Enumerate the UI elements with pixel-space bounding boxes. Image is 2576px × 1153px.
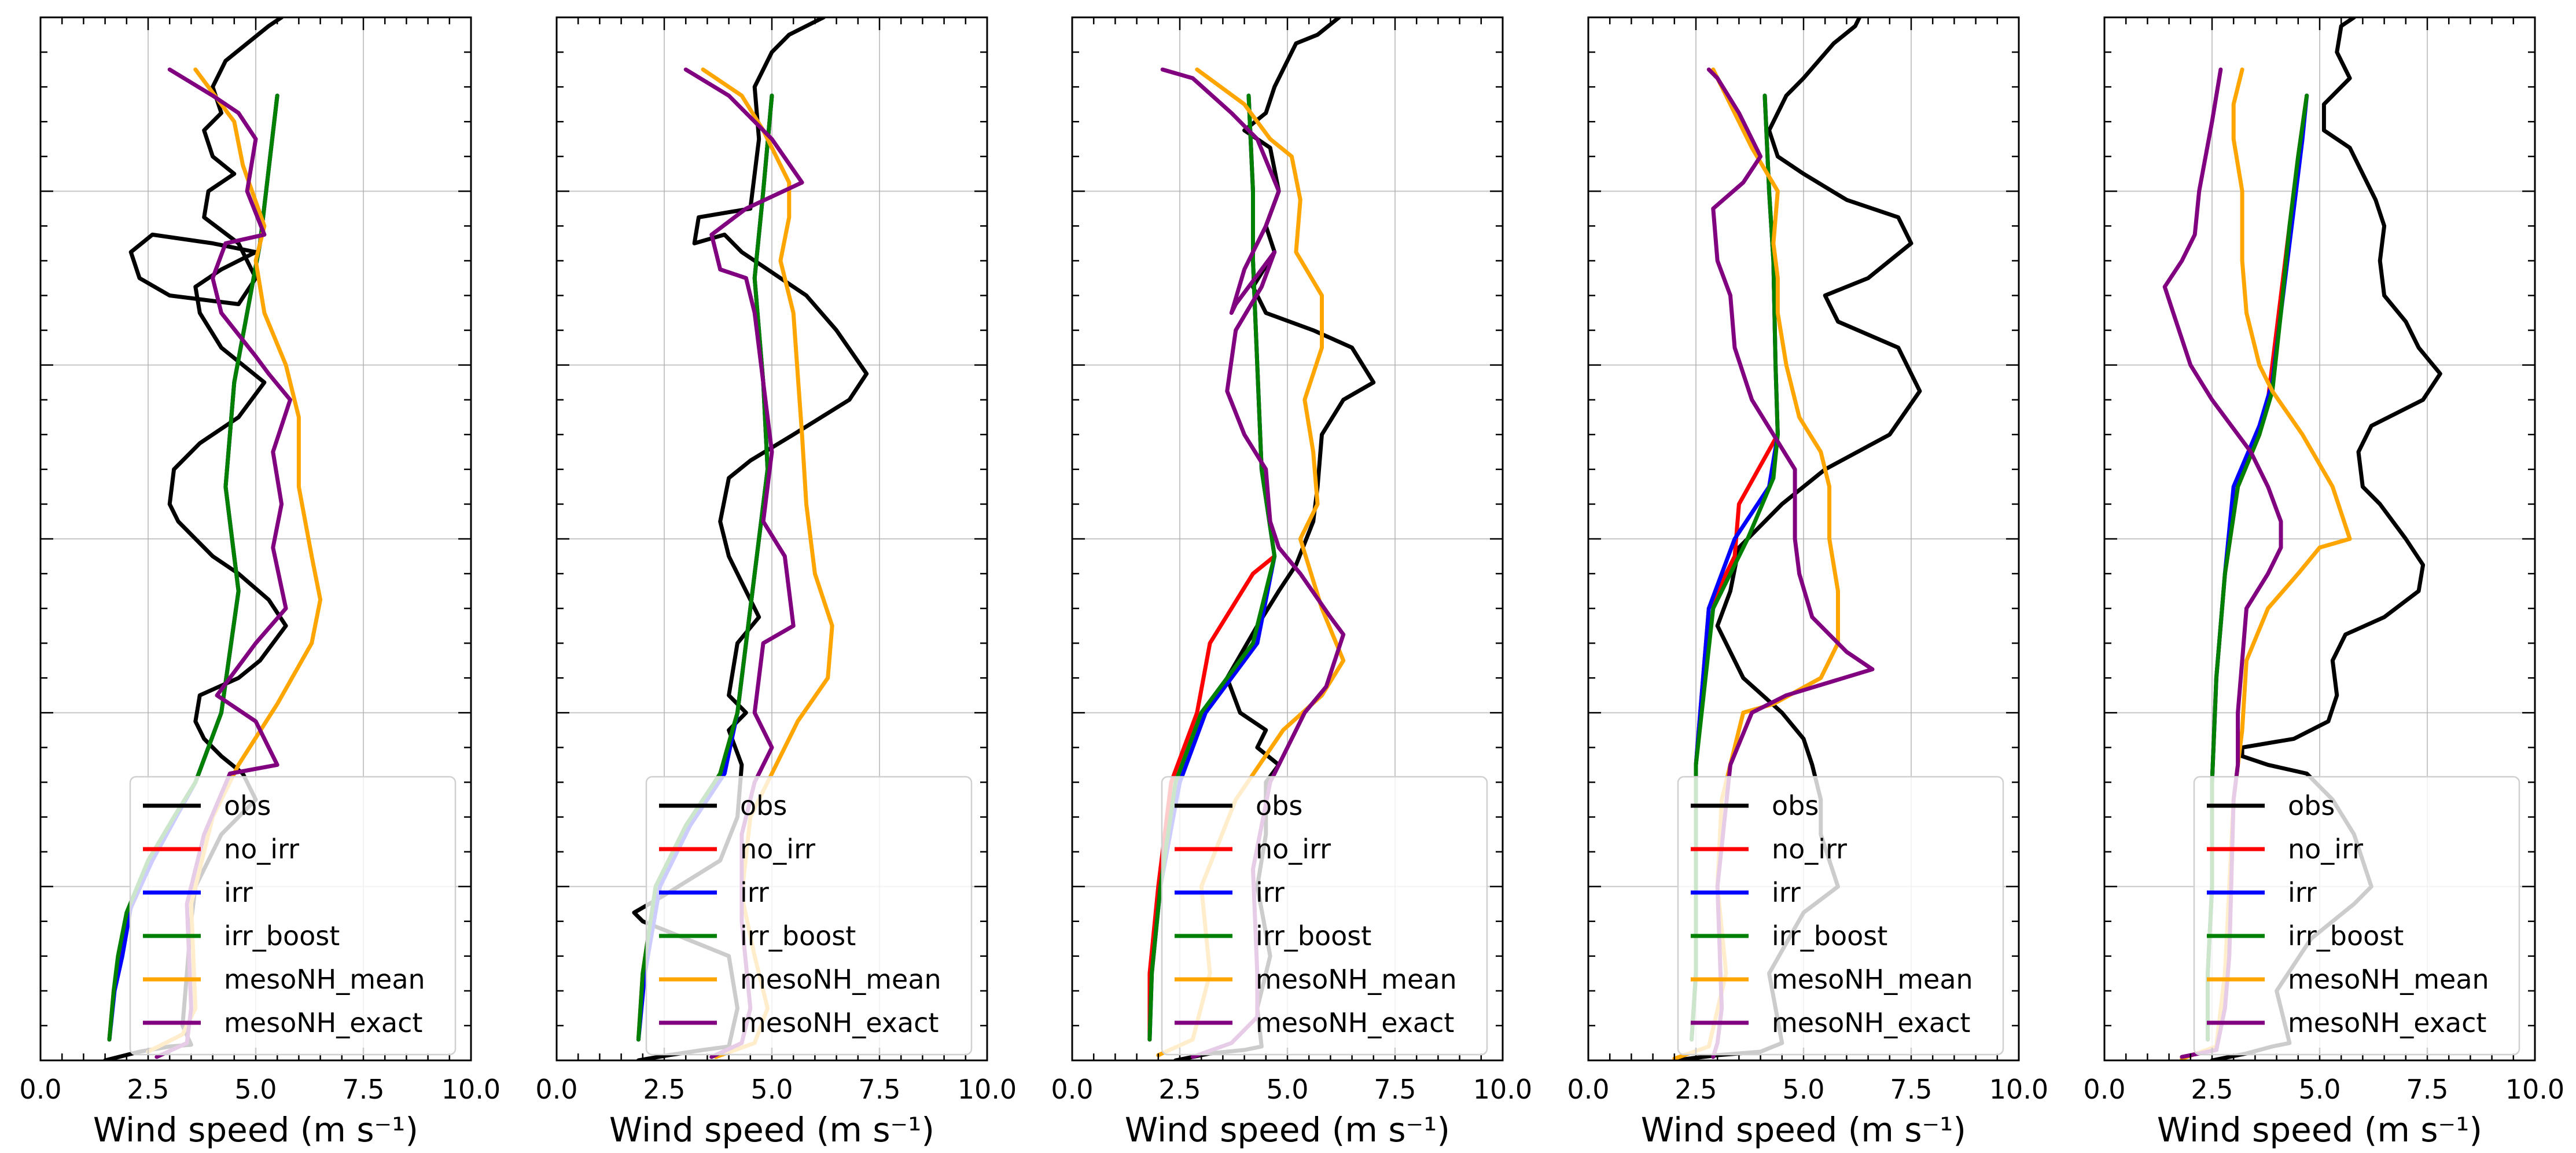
- axes-frame: [2103, 16, 2536, 1062]
- legend-label-irr_boost: irr_boost: [1256, 920, 1371, 952]
- legend-label-obs: obs: [1256, 790, 1302, 821]
- panel-4: 0.0 2.5 5.0 7.5 10.0 Wind speed (m s⁻¹) obs no_…: [1567, 16, 2048, 1150]
- legend-label-mesoNH_mean: mesoNH_mean: [1256, 964, 1457, 995]
- x-tick-label: 7.5: [1890, 1074, 1932, 1105]
- x-tick-label: 10.0: [441, 1074, 501, 1105]
- x-tick-label: 0.0: [535, 1074, 577, 1105]
- legend-label-irr_boost: irr_boost: [2288, 920, 2404, 952]
- panel-1: 0.0 2.5 5.0 7.5 10.0 Wind speed (m s⁻¹) obs no_…: [19, 16, 501, 1150]
- panel-3: 0.0 2.5 5.0 7.5 10.0 Wind speed (m s⁻¹) obs no_…: [1051, 16, 1532, 1150]
- series-line-obs: [632, 17, 869, 1060]
- x-tick-label: 0.0: [2083, 1074, 2125, 1105]
- axes-frame: [1071, 16, 1504, 1062]
- x-axis-label: Wind speed (m s⁻¹): [1641, 1110, 1966, 1150]
- x-tick-label: 7.5: [342, 1074, 384, 1105]
- legend-label-mesoNH_mean: mesoNH_mean: [224, 964, 425, 995]
- legend-label-mesoNH_exact: mesoNH_exact: [740, 1007, 939, 1038]
- x-tick-label: 5.0: [1782, 1074, 1824, 1105]
- legend-label-no_irr: no_irr: [224, 833, 299, 865]
- x-axis-label: Wind speed (m s⁻¹): [609, 1110, 934, 1150]
- x-tick-label: 2.5: [1675, 1074, 1717, 1105]
- x-tick-label: 0.0: [19, 1074, 61, 1105]
- x-tick-label: 2.5: [2191, 1074, 2233, 1105]
- legend-label-irr: irr: [1772, 877, 1801, 908]
- legend-box: [1161, 776, 1488, 1056]
- legend-label-mesoNH_mean: mesoNH_mean: [1772, 964, 1973, 995]
- axes-frame: [1587, 16, 2020, 1062]
- legend-label-no_irr: no_irr: [2288, 833, 2363, 865]
- legend-label-no_irr: no_irr: [740, 833, 815, 865]
- x-tick-label: 5.0: [1266, 1074, 1308, 1105]
- legend-label-irr: irr: [2288, 877, 2317, 908]
- x-tick-label: 0.0: [1051, 1074, 1093, 1105]
- panel-5: 0.0 2.5 5.0 7.5 10.0 Wind speed (m s⁻¹) obs no_…: [2083, 16, 2564, 1150]
- legend-box: [645, 776, 973, 1056]
- legend-label-irr: irr: [740, 877, 769, 908]
- x-tick-label: 10.0: [958, 1074, 1017, 1105]
- x-tick-label: 7.5: [858, 1074, 900, 1105]
- axes-frame: [39, 16, 472, 1062]
- x-tick-label: 5.0: [2298, 1074, 2341, 1105]
- legend-label-irr_boost: irr_boost: [1772, 920, 1887, 952]
- legend-box: [129, 776, 457, 1056]
- legend-label-obs: obs: [224, 790, 271, 821]
- legend-box: [2193, 776, 2520, 1056]
- legend-label-irr: irr: [1256, 877, 1285, 908]
- x-tick-label: 10.0: [1473, 1074, 1532, 1105]
- legend-label-irr_boost: irr_boost: [224, 920, 340, 952]
- x-axis-label: Wind speed (m s⁻¹): [2157, 1110, 2482, 1150]
- x-tick-label: 0.0: [1567, 1074, 1609, 1105]
- legend-label-obs: obs: [1772, 790, 1819, 821]
- legend-label-mesoNH_exact: mesoNH_exact: [2288, 1007, 2486, 1038]
- legend-label-irr: irr: [224, 877, 253, 908]
- x-tick-label: 5.0: [234, 1074, 277, 1105]
- x-axis-label: Wind speed (m s⁻¹): [1125, 1110, 1450, 1150]
- legend-label-mesoNH_mean: mesoNH_mean: [2288, 964, 2489, 995]
- panel-2: 0.0 2.5 5.0 7.5 10.0 Wind speed (m s⁻¹) obs no_…: [535, 16, 1017, 1150]
- x-tick-label: 7.5: [2406, 1074, 2448, 1105]
- x-tick-label: 2.5: [1158, 1074, 1201, 1105]
- x-axis-label: Wind speed (m s⁻¹): [93, 1110, 418, 1150]
- legend-label-no_irr: no_irr: [1772, 833, 1847, 865]
- legend-label-obs: obs: [2288, 790, 2335, 821]
- ticks: [1071, 16, 1504, 1062]
- legend-label-no_irr: no_irr: [1256, 833, 1331, 865]
- legend-box: [1677, 776, 2004, 1056]
- legend-label-obs: obs: [740, 790, 787, 821]
- legend-label-mesoNH_exact: mesoNH_exact: [1256, 1007, 1454, 1038]
- legend-label-mesoNH_mean: mesoNH_mean: [740, 964, 941, 995]
- x-tick-label: 5.0: [750, 1074, 793, 1105]
- x-tick-label: 10.0: [1989, 1074, 2048, 1105]
- x-tick-label: 2.5: [127, 1074, 169, 1105]
- axes-frame: [555, 16, 988, 1062]
- legend-label-mesoNH_exact: mesoNH_exact: [224, 1007, 422, 1038]
- x-tick-label: 2.5: [643, 1074, 685, 1105]
- legend-label-mesoNH_exact: mesoNH_exact: [1772, 1007, 1970, 1038]
- x-tick-label: 10.0: [2505, 1074, 2564, 1105]
- legend-label-irr_boost: irr_boost: [740, 920, 856, 952]
- x-tick-label: 7.5: [1374, 1074, 1416, 1105]
